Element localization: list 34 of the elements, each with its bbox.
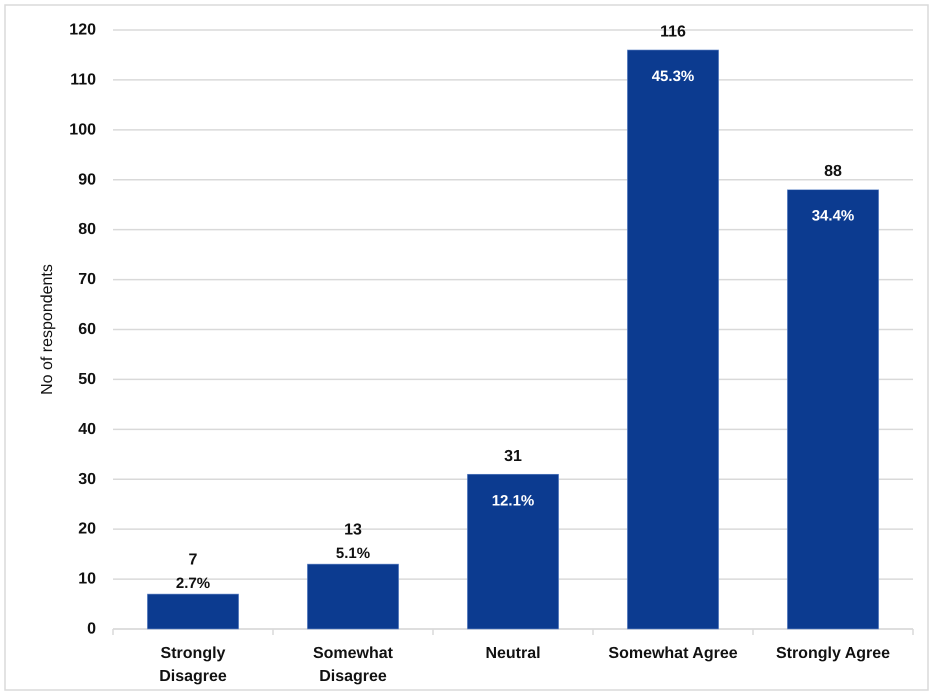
x-tick-label: Neutral (485, 644, 541, 662)
data-label: 116 (660, 23, 686, 40)
annotation: 45.3% (652, 67, 694, 84)
bar (467, 474, 559, 630)
bar (627, 50, 719, 630)
annotation: 12.1% (492, 492, 534, 509)
annotation: 2.7% (176, 574, 210, 592)
y-tick-label: 100 (69, 121, 96, 138)
y-tick-label: 30 (78, 470, 96, 488)
data-label: 88 (824, 163, 842, 180)
y-tick-label: 50 (78, 370, 96, 388)
annotation: 34.4% (812, 207, 854, 224)
bar (147, 594, 239, 630)
bar (787, 189, 879, 630)
y-tick-label: 60 (78, 321, 96, 338)
y-tick-label: 0 (87, 620, 96, 638)
x-tick-label: Somewhat Disagree (312, 644, 394, 684)
y-tick-label: 80 (78, 221, 96, 238)
x-tick-label: Somewhat Agree (608, 644, 738, 662)
bar (307, 564, 399, 630)
data-label: 31 (504, 448, 522, 465)
y-tick-label: 10 (78, 570, 96, 588)
data-label: 7 (188, 552, 198, 569)
y-tick-label: 120 (69, 22, 96, 38)
annotation: 5.1% (336, 544, 370, 562)
data-label: 13 (344, 522, 362, 539)
y-tick-label: 110 (70, 71, 96, 88)
y-axis-title: No of respondents (38, 264, 56, 395)
x-tick-label: Strongly Disagree (159, 644, 227, 684)
y-tick-label: 70 (78, 271, 96, 288)
x-tick-label: Strongly Agree (776, 644, 890, 662)
y-tick-label: 40 (78, 420, 96, 438)
y-tick-label: 90 (78, 171, 96, 188)
y-tick-label: 20 (78, 520, 96, 538)
